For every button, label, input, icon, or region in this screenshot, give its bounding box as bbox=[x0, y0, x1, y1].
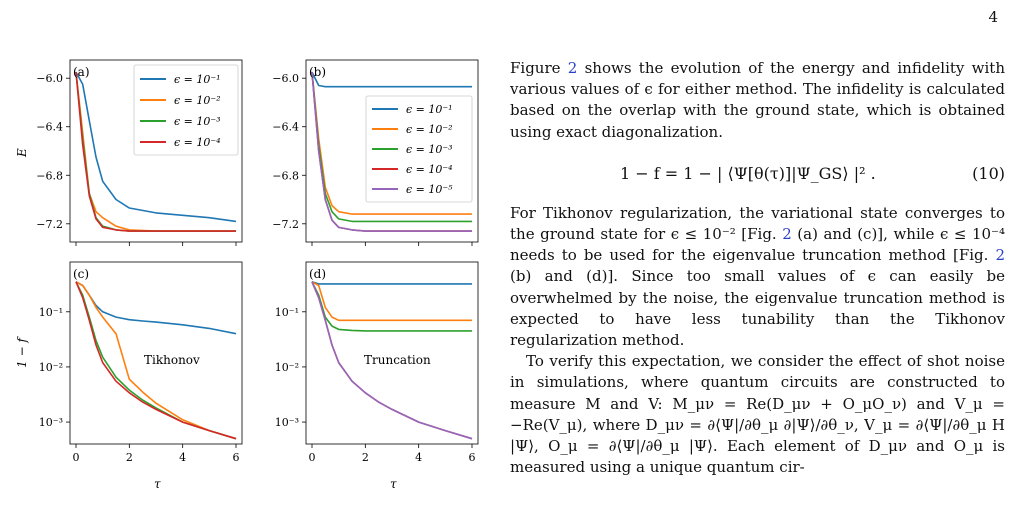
series-line-b-1 bbox=[311, 71, 472, 88]
y-tick-label: 10⁻¹ bbox=[39, 306, 63, 319]
panel-c-frame bbox=[69, 261, 243, 445]
panel-a-frame bbox=[69, 59, 243, 243]
x-tick-label: 2 bbox=[126, 451, 133, 464]
infidelity-axis-label: 1 − f bbox=[15, 336, 29, 368]
legend-a-entry: ϵ = 10⁻⁴ bbox=[174, 136, 221, 149]
y-tick-label: −7.2 bbox=[272, 218, 299, 231]
panel-b-frame bbox=[305, 59, 479, 243]
equation-body: 1 − f = 1 − | ⟨Ψ[θ(τ)]|Ψ_GS⟩ |² . bbox=[620, 163, 876, 183]
equation-number: (10) bbox=[972, 163, 1005, 183]
equation-10: 1 − f = 1 − | ⟨Ψ[θ(τ)]|Ψ_GS⟩ |² . (10) bbox=[510, 151, 1005, 195]
legend-b-entry: ϵ = 10⁻¹ bbox=[406, 103, 453, 116]
legend-b-entry: ϵ = 10⁻⁴ bbox=[406, 163, 453, 176]
text-run: For Tikhonov regularization, the variati… bbox=[510, 203, 1005, 244]
panel-b-label: (b) bbox=[309, 65, 326, 79]
series-line-b-5 bbox=[311, 72, 472, 232]
x-tick-label: 2 bbox=[362, 451, 369, 464]
legend-b-entry: ϵ = 10⁻⁵ bbox=[406, 183, 453, 196]
legend-a-entry: ϵ = 10⁻² bbox=[174, 94, 221, 107]
text-run: Figure bbox=[510, 59, 568, 77]
figure-reference-link[interactable]: 2 bbox=[567, 59, 578, 77]
series-line-b-3 bbox=[311, 72, 472, 223]
panel-a-label: (a) bbox=[73, 65, 90, 79]
figure-reference-link[interactable]: 2 bbox=[782, 225, 792, 244]
y-tick-label: 10⁻² bbox=[275, 361, 299, 374]
energy-axis-label: E bbox=[15, 148, 29, 158]
text-run: shows the evolution of the energy and in… bbox=[510, 59, 1005, 141]
series-line-d-3 bbox=[311, 281, 472, 332]
legend-b-entry: ϵ = 10⁻³ bbox=[406, 143, 453, 156]
x-tick-label: 6 bbox=[469, 451, 476, 464]
tick-layer: −6.0 −6.4 −6.8 −7.2 −6.0 −6.4 −6.8 −7.2 0 2 4 6 10⁻¹… bbox=[36, 72, 475, 464]
plot-layer bbox=[75, 71, 473, 440]
y-tick-label: −7.2 bbox=[36, 218, 63, 231]
text-run: (b) and (d)]. Since too small values of … bbox=[510, 267, 1005, 350]
x-tick-label: 0 bbox=[73, 451, 80, 464]
y-tick-label: −6.0 bbox=[272, 72, 299, 85]
legend-a: ϵ = 10⁻¹ ϵ = 10⁻² ϵ = 10⁻³ ϵ = 10⁻⁴ bbox=[133, 64, 239, 156]
panel-d-frame bbox=[305, 261, 479, 445]
paragraph-2: For Tikhonov regularization, the variati… bbox=[510, 203, 1005, 351]
series-line-d-5 bbox=[311, 281, 473, 440]
series-line-c-4 bbox=[75, 281, 237, 440]
y-tick-label: 10⁻³ bbox=[275, 416, 299, 429]
paragraph-3: To verify this expectation, we consider … bbox=[510, 352, 1005, 477]
series-line-b-2 bbox=[311, 72, 472, 215]
text-run: (a) and (c)], while ϵ ≤ 10⁻⁴ needs to be… bbox=[510, 225, 1005, 265]
tau-axis-label-right: τ bbox=[390, 477, 397, 491]
y-tick-label: 10⁻³ bbox=[39, 416, 63, 429]
series-line-d-2 bbox=[311, 281, 472, 322]
figure-reference-link[interactable]: 2 bbox=[995, 246, 1005, 265]
panel-d-label: (d) bbox=[309, 267, 326, 281]
series-line-a-4 bbox=[75, 72, 236, 232]
figure-2: −6.0 −6.4 −6.8 −7.2 −6.0 −6.4 −6.8 −7.2 0 2 4 6 10⁻¹… bbox=[15, 59, 479, 491]
legend-b: ϵ = 10⁻¹ ϵ = 10⁻² ϵ = 10⁻³ ϵ = 10⁻⁴ ϵ = … bbox=[365, 95, 473, 203]
paragraph-1: Figure 2 shows the evolution of the ener… bbox=[510, 58, 1005, 143]
legend-b-entry: ϵ = 10⁻² bbox=[406, 123, 453, 136]
y-tick-label: −6.0 bbox=[36, 72, 63, 85]
tikhonov-annotation: Tikhonov bbox=[144, 353, 200, 367]
y-tick-label: 10⁻² bbox=[39, 361, 63, 374]
x-tick-label: 6 bbox=[233, 451, 240, 464]
page-number: 4 bbox=[988, 8, 998, 26]
panel-c-label: (c) bbox=[73, 267, 89, 281]
y-tick-label: −6.4 bbox=[36, 121, 63, 134]
y-tick-label: 10⁻¹ bbox=[275, 306, 299, 319]
x-tick-label: 4 bbox=[415, 451, 422, 464]
y-tick-label: −6.4 bbox=[272, 121, 299, 134]
series-line-a-1 bbox=[75, 71, 237, 223]
legend-a-entry: ϵ = 10⁻³ bbox=[174, 115, 221, 128]
legend-a-entry: ϵ = 10⁻¹ bbox=[174, 73, 221, 86]
tau-axis-label-left: τ bbox=[154, 477, 161, 491]
truncation-annotation: Truncation bbox=[364, 353, 431, 367]
body-text: Figure 2 shows the evolution of the ener… bbox=[510, 58, 1005, 478]
series-line-c-2 bbox=[75, 281, 237, 440]
x-tick-label: 0 bbox=[309, 451, 316, 464]
series-line-d-1 bbox=[311, 281, 472, 285]
x-tick-label: 4 bbox=[179, 451, 186, 464]
series-line-c-1 bbox=[75, 281, 237, 335]
y-tick-label: −6.8 bbox=[36, 169, 63, 182]
y-tick-label: −6.8 bbox=[272, 169, 299, 182]
